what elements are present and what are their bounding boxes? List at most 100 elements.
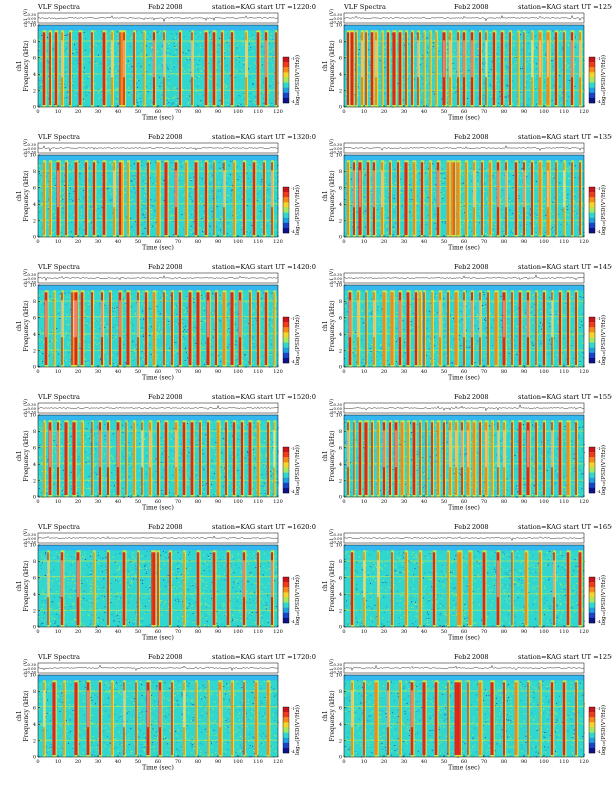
spectrogram-cell bbox=[513, 65, 515, 67]
spectrogram-cell bbox=[558, 69, 560, 71]
spectrogram-cell bbox=[267, 189, 269, 191]
spectrogram-cell bbox=[369, 64, 371, 66]
spectrogram-cell bbox=[435, 184, 437, 186]
spectrogram-cell bbox=[182, 162, 184, 164]
spectrogram-cell bbox=[505, 65, 508, 67]
spectrogram-cell bbox=[367, 34, 369, 36]
spectrogram-cell bbox=[39, 205, 41, 207]
colorbar-segment bbox=[283, 92, 289, 99]
spectrogram-cell bbox=[421, 77, 423, 78]
colorbar-tick-label: -4 bbox=[597, 229, 601, 234]
spectrogram-cell bbox=[145, 181, 147, 183]
spectrogram-cell bbox=[175, 342, 177, 344]
spectrogram-cell bbox=[48, 75, 50, 77]
spectrogram-cell bbox=[513, 234, 515, 236]
spectrogram-cell bbox=[577, 55, 579, 57]
colorbar-segment bbox=[589, 192, 595, 198]
spectrogram-cell bbox=[434, 236, 436, 237]
spectrogram-cell bbox=[408, 182, 410, 184]
spectrogram-cell bbox=[191, 189, 193, 191]
spectrogram-cell bbox=[211, 204, 213, 206]
spectrogram-cell bbox=[446, 46, 449, 48]
spectrogram-cell bbox=[438, 60, 441, 62]
spectrogram-cell bbox=[558, 218, 560, 220]
spectrogram-cell bbox=[124, 166, 126, 168]
spectrogram-cell bbox=[366, 181, 368, 183]
spectrogram-cell bbox=[131, 194, 134, 196]
spectrogram-cell bbox=[189, 178, 191, 180]
spectrogram-cell bbox=[82, 71, 84, 73]
spectrogram-cell bbox=[94, 63, 96, 65]
colorbar-segment bbox=[283, 217, 289, 223]
spectrogram-cell bbox=[476, 172, 478, 173]
spectrogram-cell bbox=[393, 198, 395, 200]
burst-saturated bbox=[563, 170, 565, 208]
spectrogram-cell bbox=[431, 74, 433, 75]
spectrogram-cell bbox=[197, 68, 199, 70]
freq-axis-label: Frequency (kHz) bbox=[329, 40, 336, 91]
x-tick-label: 10 bbox=[361, 109, 367, 115]
spectrogram-cell bbox=[87, 179, 90, 181]
burst-core bbox=[212, 32, 216, 105]
spectrogram-cell bbox=[111, 164, 113, 166]
spectrogram-cell bbox=[272, 309, 274, 311]
spectrogram-cell bbox=[191, 211, 194, 213]
burst-core bbox=[143, 32, 145, 105]
spectrogram-cell bbox=[512, 67, 514, 69]
spectrogram-cell bbox=[60, 224, 63, 226]
spectrogram-cell bbox=[582, 62, 584, 64]
spectrogram-cell bbox=[219, 167, 221, 169]
spectrogram-cell bbox=[428, 49, 430, 51]
burst-core bbox=[102, 32, 106, 105]
burst-core bbox=[420, 162, 424, 235]
spectrogram-cell bbox=[166, 99, 168, 101]
spectrogram-cell bbox=[421, 83, 424, 85]
spectrogram-cell bbox=[568, 37, 571, 39]
spectrogram-cell bbox=[416, 205, 419, 207]
spectrogram-cell bbox=[574, 177, 576, 179]
spectrogram-cell bbox=[151, 75, 153, 77]
spectrogram-cell bbox=[150, 204, 152, 206]
spectrogram-cell bbox=[522, 230, 524, 232]
spectrogram-cell bbox=[262, 100, 264, 102]
spectrogram-cell bbox=[106, 303, 108, 305]
spectrogram-cell bbox=[377, 214, 379, 215]
spectrogram-cell bbox=[172, 97, 174, 99]
spectrogram-cell bbox=[412, 209, 414, 211]
spectrogram-cell bbox=[505, 45, 507, 47]
spectrogram-cell bbox=[190, 42, 192, 43]
spectrogram-cell bbox=[60, 362, 62, 364]
spectrogram-cell bbox=[77, 63, 79, 64]
spectrogram-cell bbox=[47, 208, 49, 210]
spectrogram-cell bbox=[150, 103, 152, 105]
spectrogram-cell bbox=[226, 86, 228, 88]
burst-saturated bbox=[375, 40, 377, 78]
spectrogram-cell bbox=[186, 59, 188, 61]
spectrogram-cell bbox=[118, 218, 120, 220]
spectrogram-cell bbox=[141, 31, 143, 33]
spectrogram-cell bbox=[462, 174, 464, 176]
spectrogram-cell bbox=[537, 36, 539, 38]
spectrogram-cell bbox=[262, 291, 264, 293]
spectrogram-cell bbox=[483, 105, 485, 107]
spectrogram-cell bbox=[230, 194, 232, 196]
spectrogram-cell bbox=[371, 218, 373, 220]
spectrogram-cell bbox=[136, 88, 139, 90]
spectrogram-cell bbox=[228, 225, 230, 227]
spectrogram-cell bbox=[370, 235, 373, 237]
spectrogram-cell bbox=[434, 214, 436, 215]
spectrogram-cell bbox=[484, 50, 486, 52]
spectrogram-cell bbox=[244, 60, 246, 62]
spectrogram-cell bbox=[356, 165, 358, 167]
spectrogram-cell bbox=[183, 36, 185, 38]
spectrogram-cell bbox=[195, 33, 197, 35]
spectrogram-cell bbox=[62, 164, 64, 166]
x-tick-label: 110 bbox=[253, 109, 263, 115]
spectrogram-cell bbox=[462, 200, 464, 202]
spectrogram-cell bbox=[68, 94, 70, 96]
spectrogram-cell bbox=[388, 197, 390, 198]
spectrogram-cell bbox=[365, 226, 366, 228]
spectrogram-cell bbox=[73, 66, 75, 67]
spectrogram-cell bbox=[54, 230, 56, 232]
spectrogram-cell bbox=[440, 179, 442, 181]
